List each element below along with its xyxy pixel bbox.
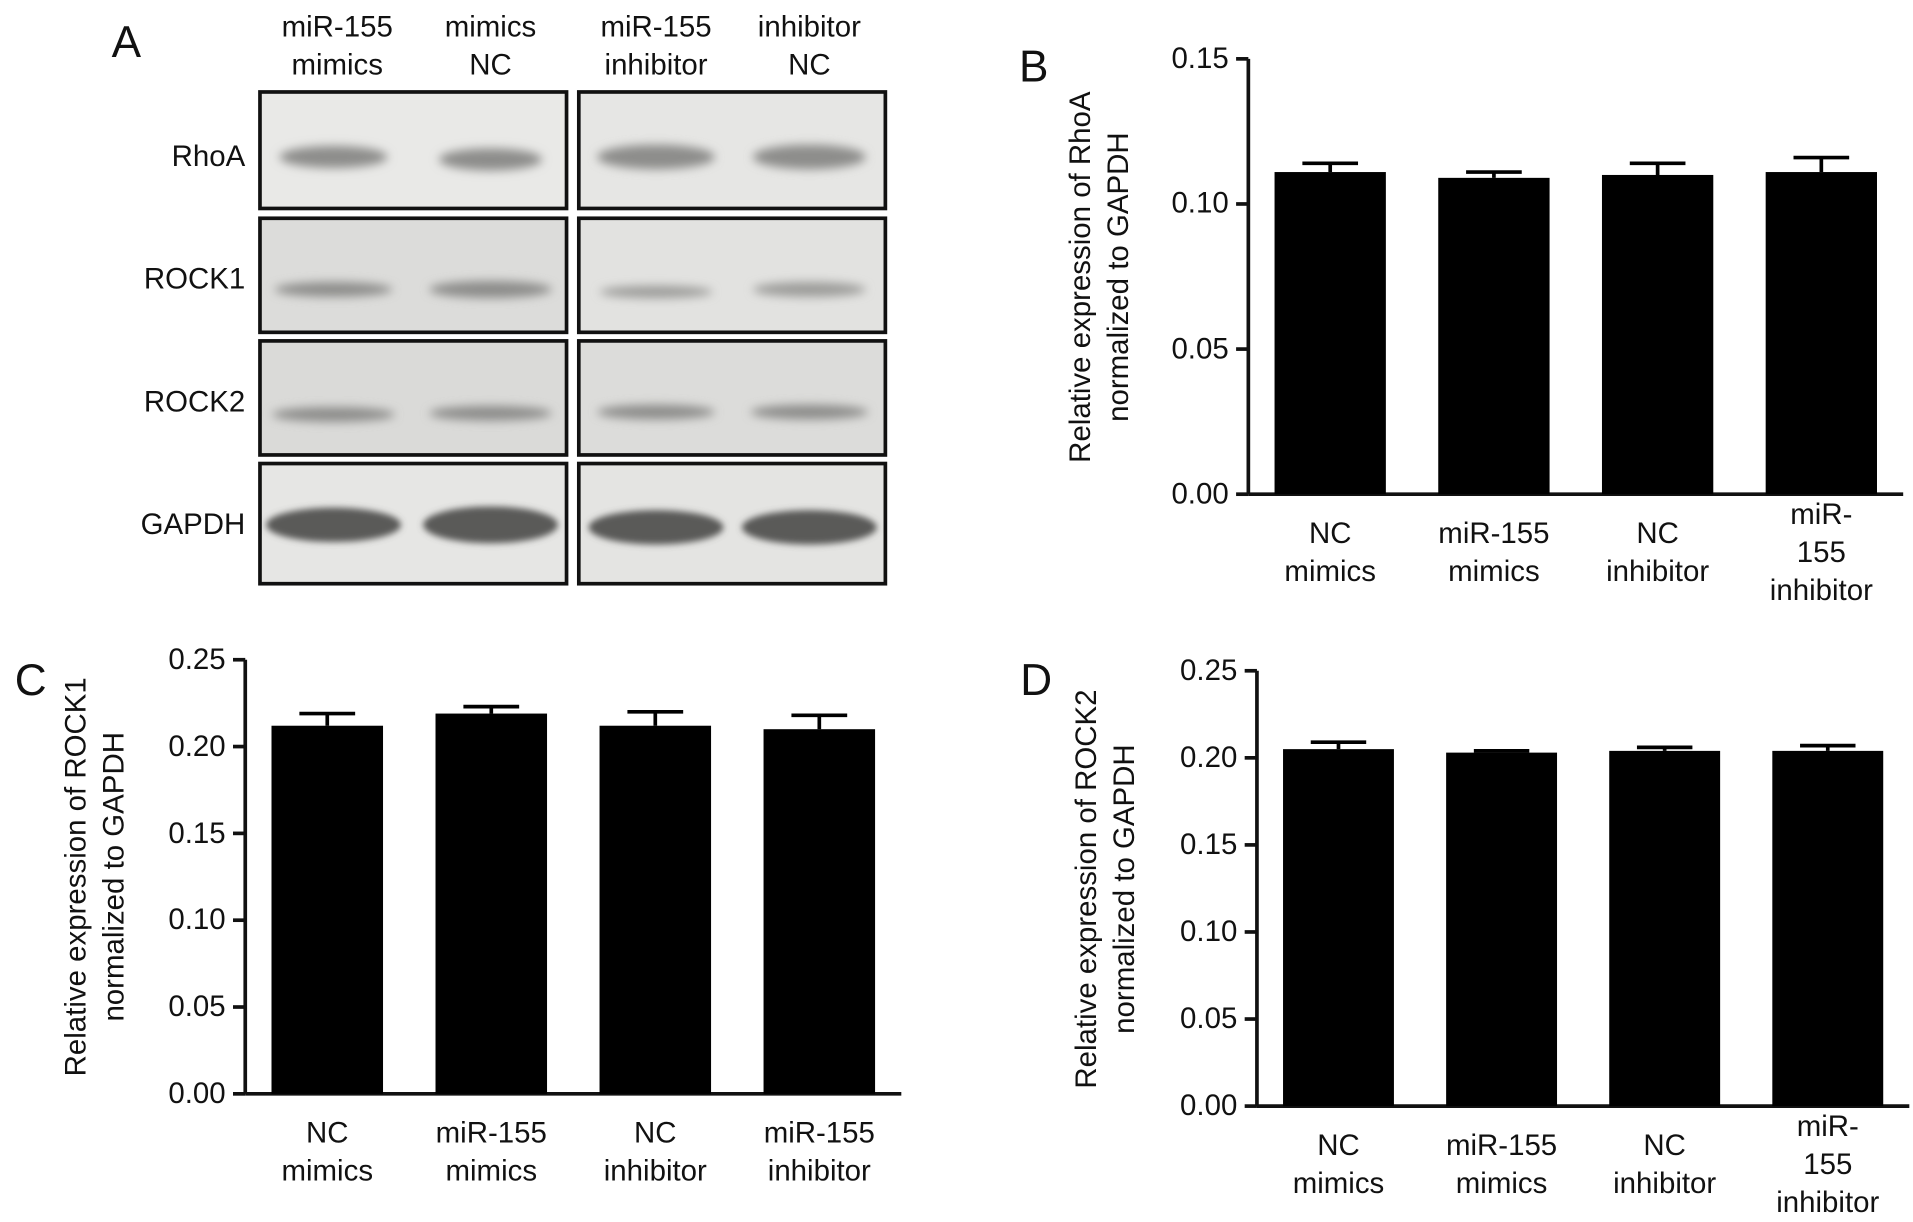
bar — [599, 725, 712, 1094]
bar — [1438, 177, 1550, 495]
error-bar — [299, 711, 356, 726]
y-tick-label: 0.10 — [1171, 187, 1229, 221]
y-tick-label: 0.25 — [1180, 654, 1238, 688]
y-axis-title: Relative expression of ROCK2 normalized … — [1070, 688, 1142, 1089]
y-tick-label: 0.00 — [168, 1077, 226, 1111]
y-tick-label: 0.05 — [1180, 1002, 1238, 1036]
error-bar — [1793, 155, 1850, 173]
bar — [1609, 750, 1721, 1107]
x-tick-label: NC mimics — [281, 1116, 374, 1189]
x-tick-label: miR-155 inhibitor — [1776, 1110, 1880, 1220]
x-tick-label: NC mimics — [1284, 517, 1376, 589]
error-bar — [463, 704, 520, 714]
bar — [1601, 174, 1714, 495]
bar — [1772, 750, 1884, 1107]
y-tick-label: 0.25 — [168, 643, 226, 677]
y-tick-label: 0.10 — [1180, 915, 1238, 949]
x-tick-label: miR-155 inhibitor — [763, 1116, 875, 1189]
y-tick-label: 0.05 — [1171, 332, 1229, 366]
y-axis-title: Relative expression of ROCK1 normalized … — [59, 677, 132, 1077]
bar — [1274, 172, 1386, 495]
error-bar — [1473, 749, 1530, 753]
protein-label: GAPDH — [140, 508, 246, 542]
x-tick-label: miR-155 mimics — [1438, 517, 1550, 589]
y-tick-label: 0.10 — [168, 903, 226, 937]
error-bar — [1629, 161, 1686, 175]
x-tick-label: NC inhibitor — [1606, 517, 1710, 589]
x-tick-label: NC inhibitor — [1613, 1129, 1717, 1201]
bar — [1446, 752, 1558, 1107]
bar — [763, 729, 876, 1094]
protein-label: RhoA — [171, 140, 246, 174]
bar — [1765, 172, 1877, 495]
y-tick-label: 0.05 — [168, 990, 226, 1024]
panel-label: C — [14, 654, 47, 705]
error-bar — [1636, 745, 1693, 751]
panel-label: D — [1020, 654, 1053, 705]
lane-label: miR-155 inhibitor — [600, 10, 712, 83]
panel-label: A — [111, 16, 142, 67]
protein-label: ROCK2 — [143, 385, 246, 419]
error-bar — [1466, 170, 1522, 178]
bar — [271, 725, 384, 1094]
y-tick-label: 0.00 — [1171, 477, 1229, 511]
panel-label: B — [1019, 41, 1049, 92]
error-bar — [627, 709, 684, 726]
y-tick-label: 0.15 — [168, 816, 226, 850]
lane-label: mimics NC — [444, 10, 537, 83]
protein-label: ROCK1 — [143, 262, 246, 297]
y-tick-label: 0.00 — [1180, 1089, 1238, 1123]
y-tick-label: 0.15 — [1180, 828, 1238, 862]
error-bar — [1800, 743, 1856, 751]
y-axis-title: Relative expression of RhoA normalized t… — [1064, 90, 1136, 463]
bar — [435, 713, 548, 1094]
x-tick-label: miR-155 mimics — [1445, 1129, 1558, 1201]
y-tick-label: 0.15 — [1171, 42, 1229, 76]
lane-label: inhibitor NC — [757, 10, 861, 83]
bar — [1283, 749, 1394, 1107]
error-bar — [791, 713, 848, 730]
error-bar — [1302, 161, 1359, 173]
western-blot — [258, 90, 888, 586]
x-tick-label: NC inhibitor — [603, 1116, 707, 1189]
y-tick-label: 0.20 — [168, 729, 226, 763]
x-tick-label: NC mimics — [1292, 1129, 1385, 1201]
x-tick-label: miR-155 inhibitor — [1769, 498, 1873, 608]
y-tick-label: 0.20 — [1180, 741, 1238, 775]
error-bar — [1310, 740, 1367, 750]
lane-label: miR-155 mimics — [281, 10, 393, 83]
x-tick-label: miR-155 mimics — [435, 1116, 547, 1189]
